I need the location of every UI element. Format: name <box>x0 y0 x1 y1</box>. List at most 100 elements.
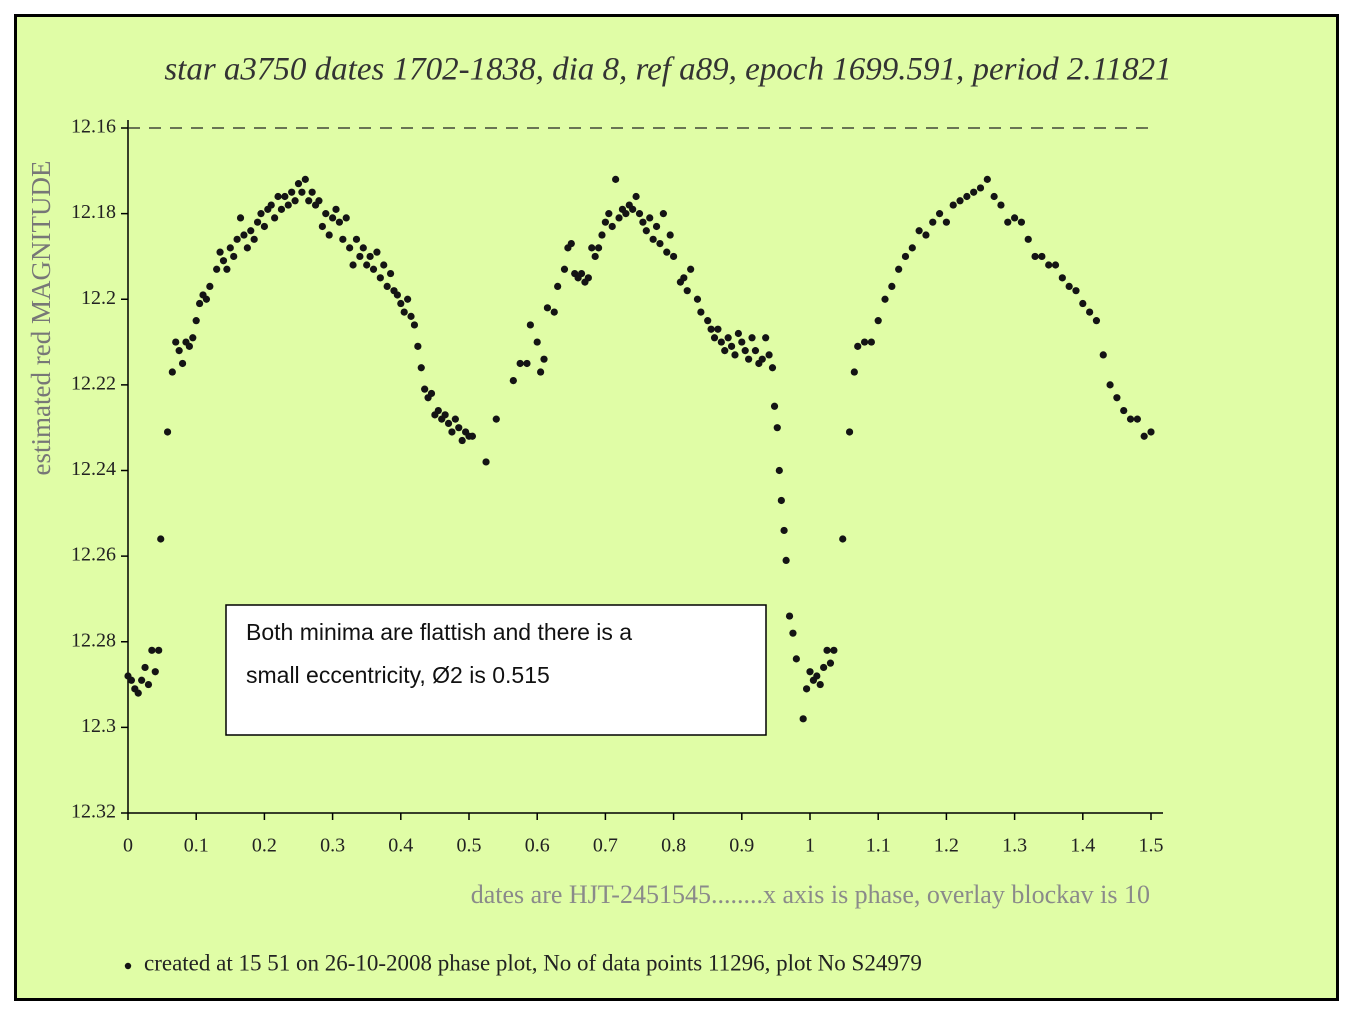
data-point <box>250 235 258 243</box>
data-point <box>780 526 788 535</box>
data-point <box>816 680 824 689</box>
data-point <box>605 210 613 218</box>
data-point <box>908 244 916 252</box>
data-point <box>315 197 323 205</box>
data-point <box>298 188 306 196</box>
data-point <box>591 252 599 261</box>
data-point <box>380 261 388 269</box>
data-point <box>693 295 702 303</box>
data-point <box>1024 235 1032 243</box>
data-point <box>230 252 238 261</box>
data-point <box>860 338 869 346</box>
x-tick-label: 0.9 <box>729 835 754 857</box>
data-point <box>823 646 831 654</box>
data-point <box>363 261 371 269</box>
data-point <box>151 668 159 676</box>
data-point <box>192 317 200 325</box>
data-point <box>157 535 165 543</box>
data-point <box>294 180 303 188</box>
data-point <box>451 415 459 423</box>
data-point <box>339 235 347 243</box>
data-point <box>656 239 664 248</box>
data-point <box>629 205 637 213</box>
data-point <box>163 428 172 436</box>
data-point <box>373 248 381 256</box>
data-point <box>400 308 408 316</box>
data-point <box>441 411 449 419</box>
data-point <box>775 466 783 475</box>
data-point <box>537 368 545 376</box>
data-point <box>826 659 835 667</box>
data-point <box>601 218 610 226</box>
data-point <box>175 347 183 355</box>
data-point <box>567 239 575 248</box>
data-point <box>734 329 742 338</box>
y-tick-label: 12.22 <box>71 372 116 394</box>
data-point <box>680 274 688 282</box>
data-point <box>990 192 998 201</box>
data-point <box>1120 406 1128 415</box>
data-point <box>427 389 436 398</box>
data-point <box>305 197 313 205</box>
data-point <box>895 265 903 273</box>
data-point <box>683 287 691 295</box>
data-point <box>216 248 224 256</box>
annotation-text: small eccentricity, Ø2 is 0.515 <box>246 662 550 688</box>
data-point <box>915 227 923 235</box>
data-point <box>148 646 156 654</box>
data-point <box>738 338 746 346</box>
data-point <box>393 291 401 299</box>
data-point <box>1140 432 1148 440</box>
data-point <box>448 428 456 436</box>
data-point <box>717 338 725 346</box>
annotation-text: Both minima are flattish and there is a <box>246 619 632 645</box>
data-point <box>777 496 785 505</box>
annotation-box <box>225 604 767 736</box>
data-point <box>949 201 957 209</box>
data-point <box>468 432 477 440</box>
data-point <box>376 274 384 282</box>
x-tick-label: 1.1 <box>866 835 891 857</box>
data-point <box>839 535 847 543</box>
data-point <box>710 334 719 342</box>
data-point <box>414 342 422 350</box>
data-point <box>997 201 1005 209</box>
data-point <box>697 308 705 316</box>
data-point <box>649 235 657 243</box>
x-tick-label: 1.4 <box>1070 835 1095 857</box>
data-point <box>770 402 779 410</box>
data-point <box>867 338 875 346</box>
data-point <box>782 556 790 565</box>
data-point <box>659 210 667 218</box>
data-point <box>233 235 241 243</box>
data-point <box>352 235 361 243</box>
data-point <box>444 419 453 428</box>
data-point <box>1079 299 1087 308</box>
data-point <box>888 282 896 291</box>
y-tick-label: 12.3 <box>81 715 116 737</box>
data-point <box>813 672 821 680</box>
data-point <box>983 175 991 183</box>
data-point <box>1045 261 1053 269</box>
data-point <box>168 368 176 376</box>
data-point <box>588 244 596 252</box>
data-point <box>247 227 255 235</box>
data-point <box>741 347 749 355</box>
data-point <box>666 231 674 239</box>
data-point <box>1051 261 1060 269</box>
y-tick-label: 12.32 <box>71 801 116 823</box>
data-point <box>271 214 279 222</box>
data-point <box>1017 218 1026 226</box>
data-point <box>291 197 299 205</box>
data-point <box>223 265 231 273</box>
chart-frame <box>14 14 1339 1001</box>
data-point <box>349 261 357 269</box>
data-point <box>632 192 640 201</box>
data-point <box>929 218 937 226</box>
data-point <box>1126 415 1135 423</box>
data-point <box>301 175 309 183</box>
data-point <box>1065 282 1073 291</box>
data-point <box>577 269 586 278</box>
data-point <box>526 321 534 329</box>
y-tick-label: 12.28 <box>71 629 116 651</box>
